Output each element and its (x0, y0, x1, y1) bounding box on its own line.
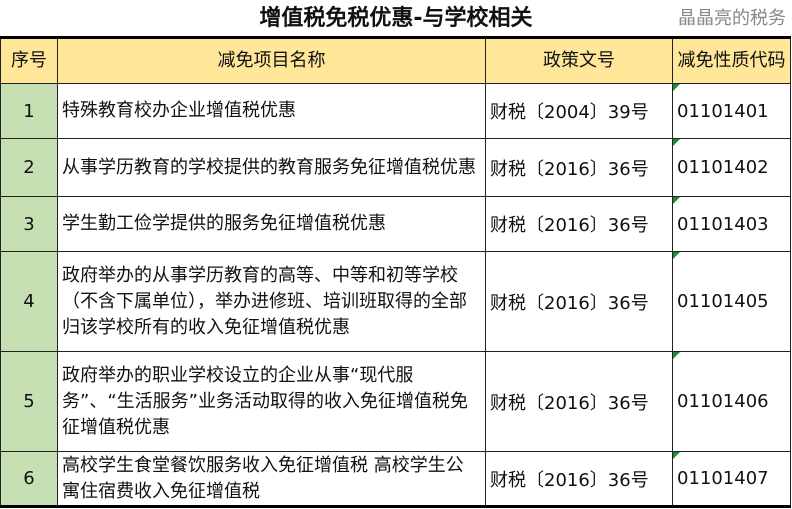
cell-name[interactable]: 从事学历教育的学校提供的教育服务免征增值税优惠 (57, 138, 486, 197)
cell-name[interactable]: 特殊教育校办企业增值税优惠 (57, 83, 486, 139)
header-row: 序号 减免项目名称 政策文号 减免性质代码 (0, 37, 791, 84)
table-row: 4 政府举办的从事学历教育的高等、中等和初等学校（不含下属单位），举办进修班、培… (0, 251, 791, 352)
cell-name[interactable]: 高校学生食堂餐饮服务收入免征增值税 高校学生公寓住宿费收入免征增值税 (57, 451, 486, 507)
header-seq[interactable]: 序号 (0, 37, 58, 84)
cell-doc[interactable]: 财税〔2016〕36号 (485, 251, 673, 352)
cell-code[interactable]: 01101406 (672, 351, 791, 452)
header-doc[interactable]: 政策文号 (485, 37, 673, 84)
cell-doc[interactable]: 财税〔2004〕39号 (485, 83, 673, 139)
table-row: 1 特殊教育校办企业增值税优惠 财税〔2004〕39号 01101401 (0, 83, 791, 139)
sheet-title: 增值税免税优惠-与学校相关 (259, 6, 533, 31)
table-row: 3 学生勤工俭学提供的服务免征增值税优惠 财税〔2016〕36号 0110140… (0, 196, 791, 252)
table-row: 6 高校学生食堂餐饮服务收入免征增值税 高校学生公寓住宿费收入免征增值税 财税〔… (0, 451, 791, 507)
cell-code[interactable]: 01101405 (672, 251, 791, 352)
tax-exemption-table: 序号 减免项目名称 政策文号 减免性质代码 1 特殊教育校办企业增值税优惠 财税… (0, 36, 791, 508)
cell-code[interactable]: 01101401 (672, 83, 791, 139)
cell-seq[interactable]: 5 (0, 351, 58, 452)
table-row: 5 政府举办的职业学校设立的企业从事“现代服务”、“生活服务”业务活动取得的收入… (0, 351, 791, 452)
cell-name[interactable]: 政府举办的从事学历教育的高等、中等和初等学校（不含下属单位），举办进修班、培训班… (57, 251, 486, 352)
cell-code[interactable]: 01101407 (672, 451, 791, 507)
cell-seq[interactable]: 6 (0, 451, 58, 507)
cell-name[interactable]: 学生勤工俭学提供的服务免征增值税优惠 (57, 196, 486, 252)
cell-seq[interactable]: 1 (0, 83, 58, 139)
header-code[interactable]: 减免性质代码 (672, 37, 791, 84)
cell-seq[interactable]: 2 (0, 138, 58, 197)
cell-doc[interactable]: 财税〔2016〕36号 (485, 138, 673, 197)
table-row: 2 从事学历教育的学校提供的教育服务免征增值税优惠 财税〔2016〕36号 01… (0, 138, 791, 197)
cell-seq[interactable]: 4 (0, 251, 58, 352)
cell-name[interactable]: 政府举办的职业学校设立的企业从事“现代服务”、“生活服务”业务活动取得的收入免征… (57, 351, 486, 452)
cell-doc[interactable]: 财税〔2016〕36号 (485, 196, 673, 252)
cell-doc[interactable]: 财税〔2016〕36号 (485, 451, 673, 507)
cell-seq[interactable]: 3 (0, 196, 58, 252)
watermark: 晶晶亮的税务 (678, 8, 786, 29)
cell-code[interactable]: 01101403 (672, 196, 791, 252)
header-name[interactable]: 减免项目名称 (57, 37, 486, 84)
cell-doc[interactable]: 财税〔2016〕36号 (485, 351, 673, 452)
cell-code[interactable]: 01101402 (672, 138, 791, 197)
